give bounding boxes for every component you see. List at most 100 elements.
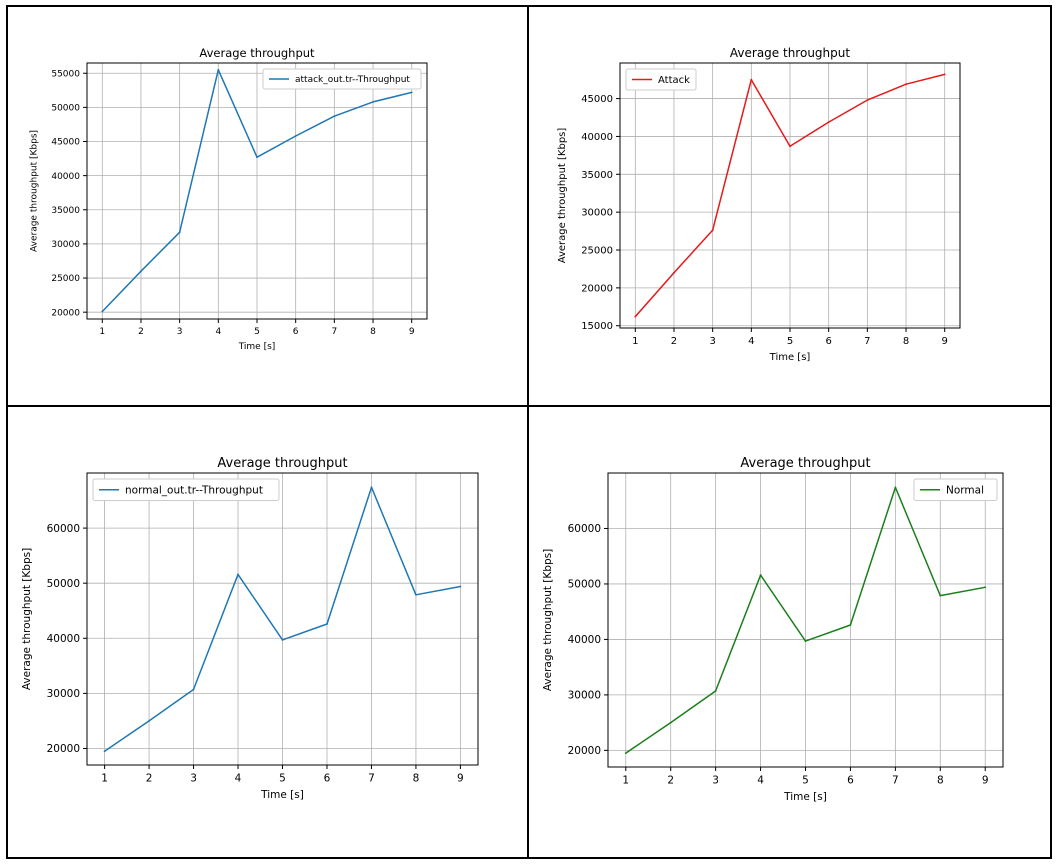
x-tick-label: 1 <box>101 773 108 785</box>
y-tick-label: 50000 <box>47 578 80 590</box>
x-tick-label: 2 <box>667 775 674 787</box>
data-point <box>217 68 220 71</box>
data-point <box>827 121 830 123</box>
chart-attack-out-throughput: 1 2 3 4 5 6 7 8 9 20000 25000 30000 35000 40000 45000 5… <box>29 46 428 352</box>
chart-normal-throughput: 1 2 3 4 5 6 7 8 9 20000 30000 40000 50000 60000 Averag… <box>542 456 1004 803</box>
chart-panel-normal: 1 2 3 4 5 6 7 8 9 20000 30000 40000 50000 60000 Averag… <box>529 407 1050 857</box>
data-point <box>140 270 142 273</box>
y-tick-label: 20000 <box>568 745 601 757</box>
chart-panel-attack-out: 1 2 3 4 5 6 7 8 9 20000 25000 30000 35000 40000 45000 5… <box>8 7 529 407</box>
x-tick-label: 1 <box>99 327 105 337</box>
x-tick-label: 2 <box>671 336 677 347</box>
x-tick-label: 8 <box>937 775 944 787</box>
y-tick-label: 20000 <box>47 743 80 755</box>
chart-title: Average throughput <box>199 46 315 60</box>
legend-box <box>625 68 697 91</box>
legend-label: attack_out.tr--Throughput <box>295 75 410 85</box>
y-tick-label: 50000 <box>51 104 80 114</box>
legend-box <box>92 478 280 501</box>
x-tick-label: 8 <box>903 336 909 347</box>
x-tick-label: 5 <box>254 327 260 337</box>
data-point <box>333 115 336 118</box>
data-point <box>750 78 753 81</box>
data-point <box>101 310 104 313</box>
x-tick-label: 6 <box>825 336 831 347</box>
x-tick-label: 2 <box>138 327 144 337</box>
data-point <box>326 623 328 625</box>
data-point <box>370 486 373 489</box>
y-tick-label: 40000 <box>51 172 80 182</box>
y-axis-label: Average throughput [Kbps] <box>557 128 568 264</box>
data-point <box>943 73 946 76</box>
data-point <box>866 99 869 101</box>
data-point <box>372 101 374 103</box>
x-tick-label: 8 <box>370 327 376 337</box>
data-point <box>178 231 181 234</box>
data-point <box>673 271 675 274</box>
x-tick-label: 4 <box>748 336 754 347</box>
y-tick-label: 35000 <box>581 170 613 181</box>
chart-title: Average throughput <box>740 456 870 471</box>
x-tick-label: 5 <box>787 336 793 347</box>
x-tick-label: 9 <box>457 773 464 785</box>
data-point <box>634 315 637 318</box>
y-tick-label: 25000 <box>581 246 613 257</box>
x-tick-label: 5 <box>802 775 809 787</box>
axes-frame <box>86 62 428 320</box>
y-tick-label: 15000 <box>581 321 613 332</box>
y-axis-label: Average throughput [Kbps] <box>29 130 39 252</box>
chart-title: Average throughput <box>217 456 347 471</box>
y-tick-label: 30000 <box>568 690 601 702</box>
x-tick-label: 4 <box>757 775 764 787</box>
x-tick-label: 1 <box>622 775 629 787</box>
y-tick-label: 30000 <box>581 208 613 219</box>
data-point <box>281 639 284 641</box>
chart-attack-throughput: 1 2 3 4 5 6 7 8 9 15000 20000 25000 30000 35000 40000 4… <box>557 46 961 363</box>
legend-box <box>262 68 422 90</box>
y-tick-label: 50000 <box>568 579 601 591</box>
x-tick-label: 3 <box>177 327 183 337</box>
x-axis-label: Time [s] <box>783 791 827 803</box>
axes-frame <box>619 62 961 329</box>
data-point <box>237 573 239 576</box>
x-tick-label: 9 <box>982 775 989 787</box>
y-tick-label: 60000 <box>568 523 601 535</box>
x-tick-label: 7 <box>331 327 337 337</box>
x-tick-label: 7 <box>864 336 870 347</box>
x-tick-label: 6 <box>293 327 299 337</box>
data-point <box>415 593 417 596</box>
y-tick-label: 40000 <box>568 634 601 646</box>
data-point <box>714 690 717 692</box>
y-tick-label: 45000 <box>51 138 80 148</box>
chart-panel-attack: 1 2 3 4 5 6 7 8 9 15000 20000 25000 30000 35000 40000 4… <box>529 7 1050 407</box>
data-point <box>939 594 942 597</box>
data-point <box>192 688 195 691</box>
axes-frame <box>607 472 1004 768</box>
x-tick-label: 5 <box>279 773 286 785</box>
data-point <box>905 83 907 86</box>
chart-title: Average throughput <box>730 46 850 60</box>
figure-grid: 1 2 3 4 5 6 7 8 9 20000 25000 30000 35000 40000 45000 5… <box>6 5 1052 859</box>
data-point <box>294 135 297 137</box>
x-tick-label: 2 <box>146 773 153 785</box>
data-point <box>804 640 807 642</box>
data-point <box>624 752 627 755</box>
y-tick-label: 55000 <box>51 69 80 79</box>
data-point <box>759 574 762 576</box>
y-tick-label: 40000 <box>581 132 613 143</box>
legend-label: Normal <box>946 485 984 497</box>
y-tick-label: 30000 <box>51 240 80 250</box>
legend-label: Attack <box>658 75 690 86</box>
x-tick-label: 6 <box>847 775 854 787</box>
x-tick-label: 3 <box>712 775 719 787</box>
x-tick-label: 6 <box>324 773 331 785</box>
data-point <box>459 585 462 588</box>
data-point <box>984 586 987 589</box>
x-tick-label: 3 <box>190 773 197 785</box>
legend-box <box>913 478 998 501</box>
y-tick-label: 20000 <box>51 308 80 318</box>
x-tick-label: 7 <box>368 773 375 785</box>
chart-panel-normal-out: 1 2 3 4 5 6 7 8 9 20000 30000 40000 50000 60000 Averag… <box>8 407 529 857</box>
chart-normal-out-throughput: 1 2 3 4 5 6 7 8 9 20000 30000 40000 50000 60000 Averag… <box>21 456 479 801</box>
data-point <box>410 91 413 94</box>
